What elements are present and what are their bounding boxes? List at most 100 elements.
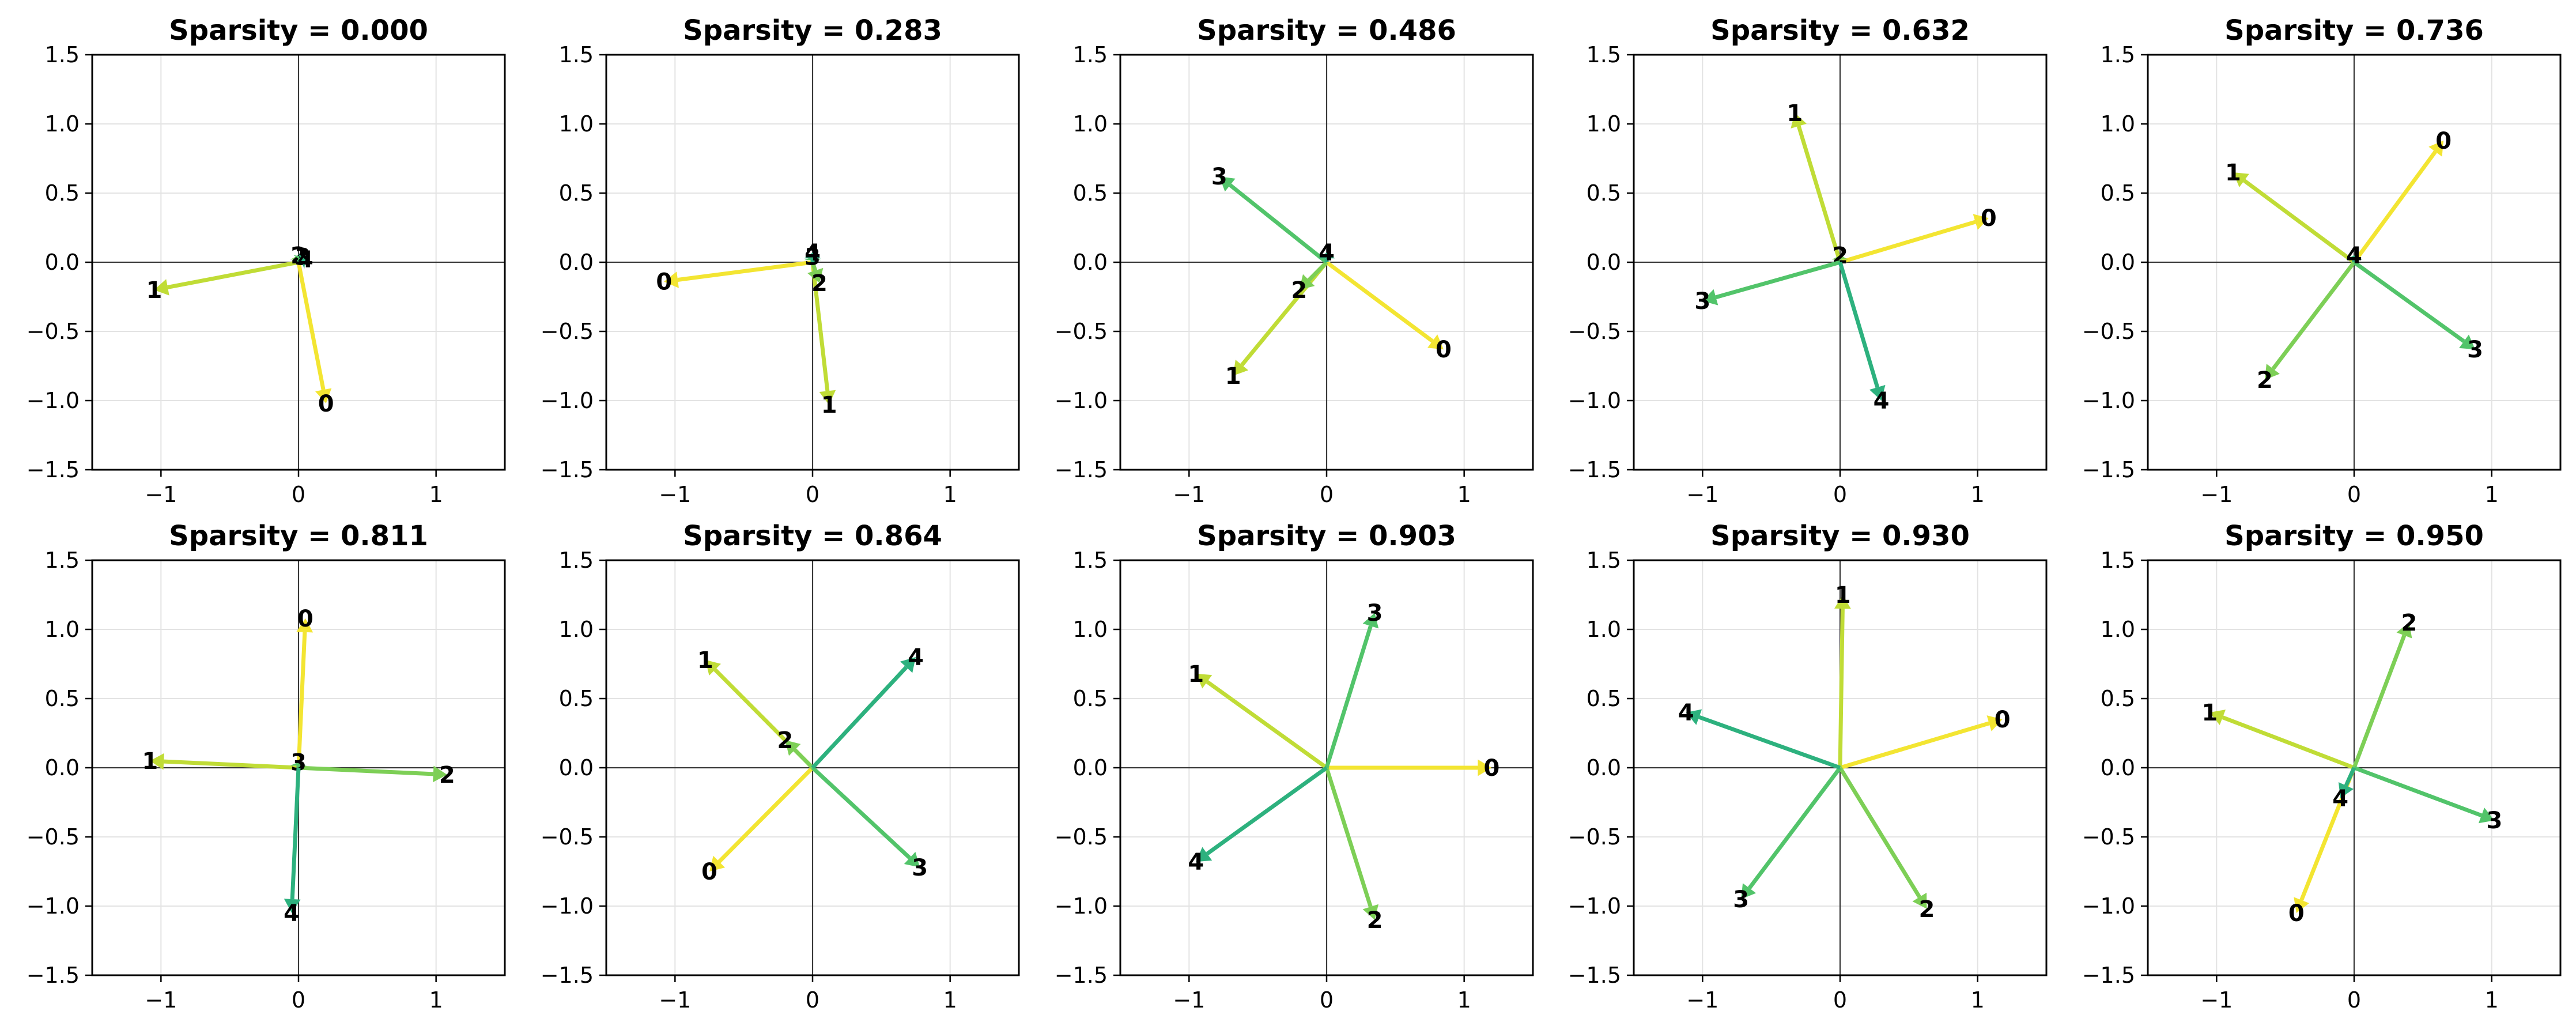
vector-arrow-2 (785, 740, 814, 769)
vector-head-0 (664, 271, 679, 288)
x-tick-label: 1 (943, 987, 957, 1013)
x-tick-label: −1 (659, 987, 691, 1013)
vector-label-2: 2 (1291, 277, 1307, 304)
y-tick-label: −1.0 (2082, 388, 2135, 413)
vector-label-3: 3 (2487, 808, 2503, 834)
y-tick-label: 1.0 (2101, 617, 2135, 642)
vector-label-4: 4 (908, 644, 924, 671)
vector-arrow-4 (297, 253, 305, 269)
vector-label-0: 0 (1995, 707, 2011, 733)
vector-shaft-2 (2352, 635, 2407, 769)
vector-shaft-1 (2243, 179, 2356, 264)
y-tick-label: −0.5 (27, 319, 80, 344)
vector-label-1: 1 (697, 647, 713, 674)
vector-arrow-2 (1838, 767, 1927, 909)
y-tick-label: −0.5 (2082, 824, 2135, 850)
y-tick-label: 0.0 (1073, 250, 1108, 275)
vector-head-2 (1362, 904, 1378, 920)
y-tick-label: 1.0 (1587, 111, 1621, 137)
y-tick-label: 0.5 (1073, 180, 1108, 206)
vector-shaft-4 (2344, 767, 2356, 787)
panel-6: 0 1 2 3 4 −1 0 1 −1.5 −1.0 −0.5 0.0 0.5 1.0 1.5 Sparsit… (541, 520, 1020, 1013)
vector-arrow-4 (2345, 255, 2363, 262)
vector-shaft-4 (1698, 715, 1841, 770)
x-tick-label: 0 (292, 482, 305, 507)
y-tick-label: 1.5 (559, 548, 594, 573)
vector-shaft-0 (296, 262, 326, 390)
vector-head-3 (1362, 613, 1379, 629)
y-tick-label: −1.0 (1568, 893, 1621, 919)
y-tick-label: 0.0 (2101, 755, 2135, 780)
vector-shaft-3 (811, 766, 911, 860)
panel-title: Sparsity = 0.864 (683, 520, 942, 552)
x-tick-label: −1 (145, 987, 177, 1013)
vector-label-0: 0 (2288, 900, 2305, 927)
panel-7: 0 1 2 3 4 −1 0 1 −1.5 −1.0 −0.5 0.0 0.5 1.0 1.5 Sparsit… (1055, 520, 1534, 1013)
x-tick-label: 0 (1320, 482, 1334, 507)
vector-shaft-3 (1747, 766, 1842, 889)
x-tick-label: 0 (806, 987, 819, 1013)
y-tick-label: 0.0 (1587, 250, 1621, 275)
vector-head-3 (293, 255, 307, 265)
vector-shaft-1 (1240, 261, 1328, 367)
x-tick-label: −1 (2200, 482, 2233, 507)
vector-label-2: 2 (777, 727, 793, 754)
vector-label-2: 2 (1367, 907, 1383, 934)
vector-head-2 (2264, 364, 2280, 380)
vector-arrow-1 (1196, 673, 1328, 769)
vector-label-0: 0 (701, 859, 717, 885)
vector-label-1: 1 (1225, 363, 1241, 390)
vector-label-1: 1 (1786, 100, 1803, 127)
x-tick-label: 1 (1971, 987, 1985, 1013)
vector-label-4: 4 (2346, 243, 2362, 269)
vector-head-0 (2428, 140, 2444, 157)
vector-head-2 (1912, 892, 1927, 909)
vector-arrow-2 (298, 765, 447, 783)
panel-title: Sparsity = 0.930 (1710, 520, 1970, 552)
vector-head-1 (1834, 595, 1851, 609)
vector-arrow-2 (1324, 767, 1378, 920)
y-tick-label: 1.5 (2101, 548, 2135, 573)
y-tick-label: −0.5 (541, 824, 594, 850)
vector-label-0: 0 (1483, 755, 1499, 782)
y-tick-label: 1.5 (2101, 42, 2135, 67)
vector-shaft-2 (1838, 767, 1921, 899)
x-tick-label: −1 (2200, 987, 2233, 1013)
vector-head-1 (2233, 172, 2249, 187)
y-tick-label: −1.0 (541, 893, 594, 919)
x-tick-label: 0 (1833, 987, 1847, 1013)
vector-label-4: 4 (297, 247, 313, 273)
vector-shaft-1 (164, 759, 299, 770)
vector-head-0 (315, 388, 332, 403)
vector-head-2 (785, 740, 801, 756)
vector-shaft-0 (296, 632, 307, 768)
vector-head-3 (2478, 808, 2495, 824)
x-tick-label: 1 (943, 482, 957, 507)
vector-head-4 (1686, 709, 1702, 725)
vector-label-3: 3 (2467, 337, 2483, 363)
vector-shaft-1 (810, 262, 830, 391)
y-tick-label: 0.0 (2101, 250, 2135, 275)
y-tick-label: 0.5 (1073, 686, 1108, 711)
vector-head-4 (2338, 782, 2354, 798)
x-tick-label: −1 (145, 482, 177, 507)
y-tick-label: −0.5 (27, 824, 80, 850)
vector-arrow-3 (1702, 260, 1841, 305)
y-tick-label: −1.5 (27, 457, 80, 482)
y-tick-label: 1.0 (1073, 617, 1108, 642)
y-tick-label: −1.5 (2082, 457, 2135, 482)
x-tick-label: 0 (292, 987, 305, 1013)
vector-arrow-1 (154, 260, 299, 296)
vector-head-3 (904, 851, 920, 867)
y-tick-label: 0.0 (45, 755, 80, 780)
vector-head-0 (709, 855, 726, 871)
vector-shaft-1 (167, 260, 299, 289)
vector-arrow-4 (284, 767, 301, 913)
vector-head-1 (2209, 710, 2226, 725)
y-tick-label: 1.0 (559, 111, 594, 137)
x-tick-label: 0 (2347, 987, 2361, 1013)
vector-arrow-3 (290, 762, 307, 768)
vector-label-0: 0 (1436, 337, 1452, 363)
y-tick-label: 0.5 (1587, 686, 1621, 711)
